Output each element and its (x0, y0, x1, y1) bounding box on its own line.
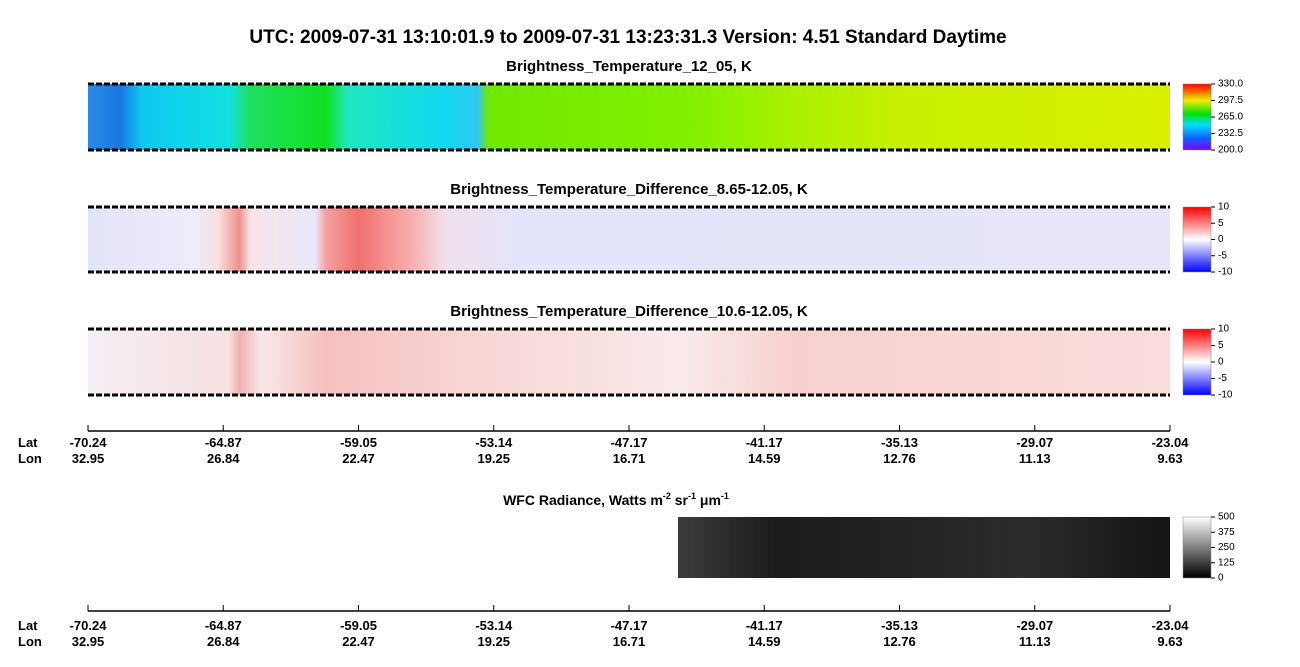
superscript: -1 (688, 491, 696, 501)
lon-title: Lon (18, 634, 42, 649)
colorbar-label: 125 (1218, 557, 1235, 568)
lon-label: 9.63 (1157, 451, 1182, 466)
lon-label: 16.71 (613, 634, 646, 649)
colorbar-label: 250 (1218, 542, 1235, 553)
lon-label: 32.95 (72, 634, 105, 649)
colorbar-label: 330.0 (1218, 79, 1243, 90)
wfc-image (678, 517, 1170, 578)
colorbar (1182, 83, 1212, 151)
lat-label: -23.04 (1152, 435, 1190, 450)
wfc-title: WFC Radiance, Watts m-2 sr-1 μm-1 (503, 491, 729, 508)
lat-label: -35.13 (881, 435, 918, 450)
colorbar-label: 0 (1218, 573, 1224, 584)
main-title: UTC: 2009-07-31 13:10:01.9 to 2009-07-31… (249, 27, 1006, 48)
image (88, 329, 1170, 395)
colorbar-label: 375 (1218, 527, 1235, 538)
panel-title: Brightness_Temperature_Difference_8.65-1… (450, 181, 808, 198)
superscript: -1 (721, 491, 729, 501)
lon-label: 19.25 (477, 634, 510, 649)
colorbar-label: 10 (1218, 324, 1230, 335)
lon-label: 11.13 (1019, 451, 1051, 466)
lat-title: Lat (18, 435, 38, 450)
colorbar-label: 200.0 (1218, 145, 1243, 156)
lat-label: -29.07 (1016, 618, 1053, 633)
lon-label: 12.76 (883, 634, 916, 649)
image (88, 207, 1170, 272)
lon-label: 14.59 (748, 634, 781, 649)
colorbar (1182, 328, 1212, 396)
lat-label: -59.05 (340, 435, 377, 450)
lat-label: -41.17 (746, 618, 783, 633)
lon-label: 22.47 (342, 634, 375, 649)
colorbar-label: 297.5 (1218, 95, 1243, 106)
colorbar-label: 10 (1218, 202, 1230, 213)
superscript: -2 (663, 491, 671, 501)
lat-label: -53.14 (475, 435, 513, 450)
colorbar-label: 232.5 (1218, 128, 1243, 139)
title-part: sr (671, 492, 689, 508)
colorbar-label: -5 (1218, 250, 1227, 261)
lat-label: -47.17 (611, 618, 648, 633)
lat-label: -64.87 (205, 618, 242, 633)
lat-label: -35.13 (881, 618, 918, 633)
colorbar-label: 0 (1218, 357, 1224, 368)
colorbar-label: 500 (1218, 512, 1235, 523)
lon-label: 14.59 (748, 451, 781, 466)
title-part: WFC Radiance, Watts m (503, 492, 663, 508)
lon-label: 12.76 (883, 451, 916, 466)
lat-label: -53.14 (475, 618, 513, 633)
colorbar (1182, 516, 1212, 579)
lon-title: Lon (18, 451, 42, 466)
colorbar-label: 265.0 (1218, 112, 1243, 123)
lon-label: 32.95 (72, 451, 105, 466)
lat-label: -41.17 (746, 435, 783, 450)
lon-label: 9.63 (1157, 634, 1182, 649)
lon-label: 22.47 (342, 451, 375, 466)
lon-label: 26.84 (207, 451, 240, 466)
colorbar (1182, 206, 1212, 273)
colorbar-label: -10 (1218, 267, 1233, 278)
lat-label: -70.24 (70, 618, 108, 633)
colorbar-label: 5 (1218, 340, 1224, 351)
panel-title: Brightness_Temperature_Difference_10.6-1… (450, 303, 808, 320)
colorbar-label: -10 (1218, 390, 1233, 401)
colorbar-label: 5 (1218, 218, 1224, 229)
lat-label: -70.24 (70, 435, 108, 450)
lon-label: 26.84 (207, 634, 240, 649)
colorbar-label: -5 (1218, 373, 1227, 384)
lon-label: 11.13 (1019, 634, 1051, 649)
colorbar-label: 0 (1218, 234, 1224, 245)
lat-label: -29.07 (1016, 435, 1053, 450)
title-part: μm (696, 492, 721, 508)
lat-title: Lat (18, 618, 38, 633)
lat-label: -23.04 (1152, 618, 1190, 633)
lat-label: -64.87 (205, 435, 242, 450)
panel-title: Brightness_Temperature_12_05, K (506, 58, 752, 75)
lat-label: -59.05 (340, 618, 377, 633)
image (88, 84, 1170, 150)
lon-label: 16.71 (613, 451, 646, 466)
lat-label: -47.17 (611, 435, 648, 450)
lon-label: 19.25 (477, 451, 510, 466)
